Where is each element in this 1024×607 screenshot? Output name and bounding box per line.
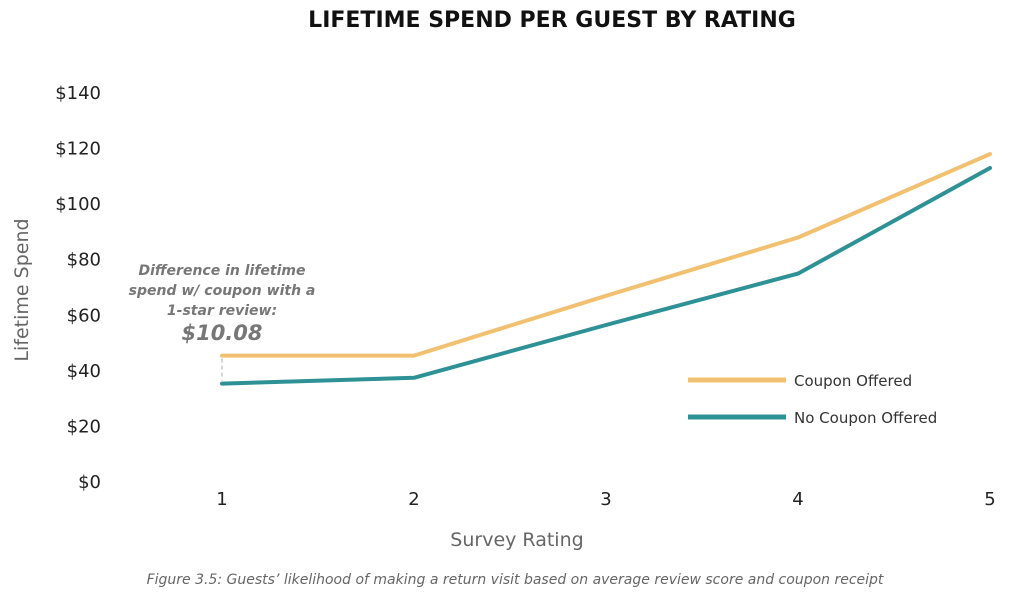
x-axis-label: Survey Rating [450, 529, 583, 551]
y-tick-label: $80 [67, 250, 101, 271]
figure-caption: Figure 3.5: Guests’ likelihood of making… [147, 572, 884, 588]
y-tick-label: $120 [55, 139, 101, 160]
y-tick-label: $140 [55, 83, 101, 104]
x-tick-label: 4 [792, 489, 803, 510]
legend-label-no-coupon: No Coupon Offered [794, 409, 937, 427]
annotation-line-3: 1-star review: [167, 303, 277, 319]
x-tick-label: 3 [600, 489, 611, 510]
y-tick-label: $40 [67, 361, 101, 382]
x-axis-ticks: 1 2 3 4 5 [216, 489, 995, 510]
annotation-value: $10.08 [181, 321, 262, 345]
y-tick-label: $0 [78, 472, 101, 493]
x-tick-label: 5 [984, 489, 995, 510]
annotation-line-1: Difference in lifetime [138, 263, 305, 279]
annotation: Difference in lifetime spend w/ coupon w… [129, 263, 316, 381]
series-layer [220, 152, 992, 386]
x-tick-label: 2 [408, 489, 419, 510]
series-line-no-coupon [220, 166, 992, 386]
legend: Coupon Offered No Coupon Offered [688, 372, 937, 427]
chart-title: LIFETIME SPEND PER GUEST BY RATING [308, 8, 796, 33]
y-tick-label: $100 [55, 194, 101, 215]
y-tick-label: $20 [67, 416, 101, 437]
x-tick-label: 1 [216, 489, 227, 510]
series-line-coupon [220, 152, 992, 358]
annotation-line-2: spend w/ coupon with a [129, 283, 316, 299]
y-axis-ticks: $0 $20 $40 $60 $80 $100 $120 $140 [55, 83, 101, 493]
legend-label-coupon: Coupon Offered [794, 372, 912, 390]
y-tick-label: $60 [67, 305, 101, 326]
y-axis-label: Lifetime Spend [11, 218, 33, 361]
